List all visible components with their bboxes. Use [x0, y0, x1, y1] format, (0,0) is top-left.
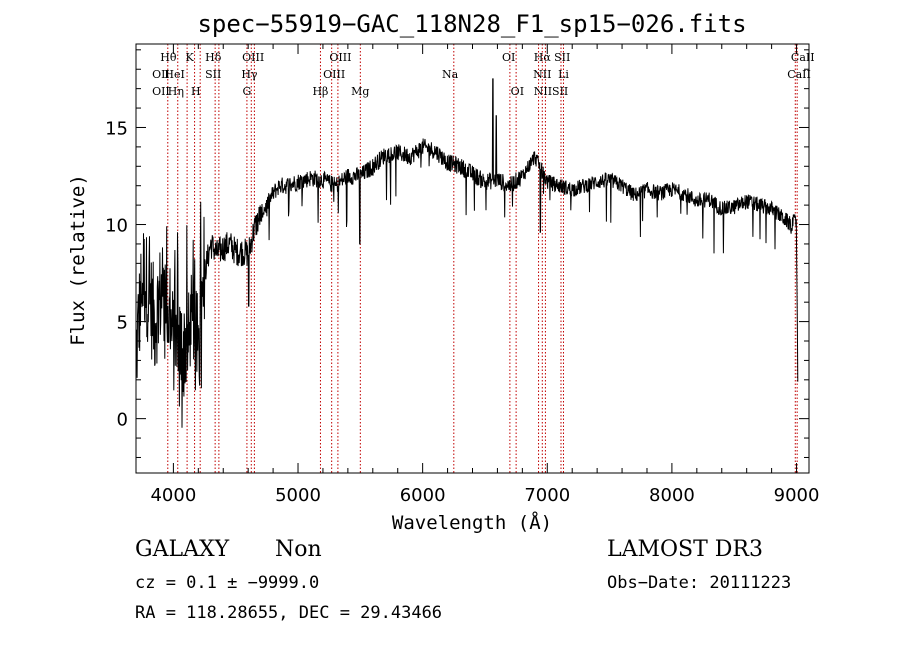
- line-label: OI: [502, 51, 515, 64]
- line-label: NIISII: [534, 85, 569, 98]
- line-label: Na: [442, 68, 459, 81]
- y-tick-label: 10: [105, 216, 128, 237]
- line-label: G: [243, 85, 252, 98]
- line-label: Hα: [534, 51, 552, 64]
- x-tick-label: 9000: [774, 485, 820, 506]
- line-labels: OII OII Hθ HeI Hη K H Hδ SII OIII Hγ G OIII OIII Hβ Mg N…: [152, 51, 815, 98]
- line-label: Hβ: [312, 85, 328, 98]
- redshift-text: cz = 0.1 ± −9999.0: [135, 573, 320, 593]
- line-label: Hδ: [205, 51, 222, 64]
- x-tick-label: 5000: [275, 485, 321, 506]
- spectrum-line: [135, 78, 799, 428]
- line-label: Li: [558, 68, 569, 81]
- y-tick-label: 5: [117, 313, 128, 334]
- x-tick-label: 4000: [150, 485, 196, 506]
- x-tick-label: 6000: [400, 485, 446, 506]
- y-axis-label: Flux (relative): [67, 174, 89, 346]
- line-label: SII: [205, 68, 221, 81]
- line-label: OII: [152, 85, 170, 98]
- obs-date: Obs−Date: 20111223: [607, 573, 792, 593]
- x-tick-label: 7000: [524, 485, 570, 506]
- y-axis: 0 5 10 15: [105, 49, 809, 458]
- line-markers: [167, 44, 798, 473]
- line-label: OI: [511, 85, 524, 98]
- line-label: NII: [533, 68, 551, 81]
- line-label: OIII: [242, 51, 264, 64]
- object-class: GALAXY: [135, 537, 230, 562]
- line-label: CaII: [787, 68, 811, 81]
- line-label: K: [185, 51, 194, 64]
- line-label: OIII: [329, 51, 351, 64]
- line-label: OII: [152, 68, 170, 81]
- line-label: Mg: [351, 85, 369, 98]
- object-subclass: Non: [275, 537, 322, 562]
- line-label: Hη: [168, 85, 184, 98]
- y-tick-label: 0: [117, 410, 128, 431]
- coordinates-text: RA = 118.28655, DEC = 29.43466: [135, 603, 443, 623]
- line-label: Hγ: [241, 68, 258, 81]
- x-tick-label: 8000: [649, 485, 695, 506]
- line-label: SII: [554, 51, 570, 64]
- line-label: CaII: [791, 51, 815, 64]
- x-axis-label: Wavelength (Å): [392, 511, 552, 534]
- line-label: HeI: [164, 68, 184, 81]
- line-label: Hθ: [160, 51, 177, 64]
- x-axis: 4000 5000 6000 7000 8000 9000: [150, 44, 819, 506]
- line-label: OIII: [323, 68, 345, 81]
- y-tick-label: 15: [105, 118, 128, 139]
- survey-name: LAMOST DR3: [607, 537, 763, 562]
- line-label: H: [191, 85, 201, 98]
- chart-title: spec−55919−GAC_118N28_F1_sp15−026.fits: [197, 10, 746, 38]
